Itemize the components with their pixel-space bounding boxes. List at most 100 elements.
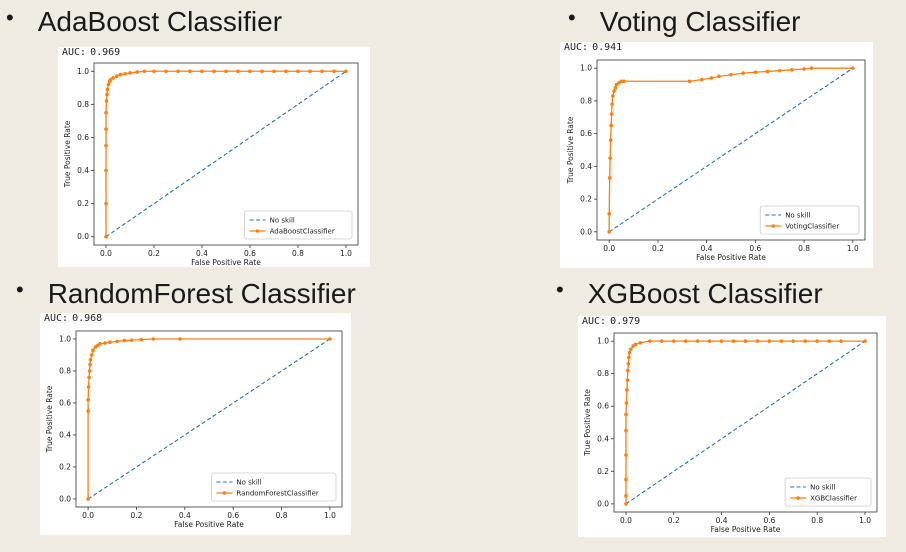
x-tick-label: 1.0	[324, 511, 336, 520]
roc-point	[809, 66, 814, 70]
roc-point	[624, 493, 628, 498]
auc-prefix: AUC:	[564, 42, 589, 53]
x-tick-label: 0.2	[148, 249, 160, 258]
roc-point	[89, 353, 94, 357]
roc-point	[627, 350, 632, 355]
x-tick-label: 0.8	[811, 516, 823, 525]
y-tick-label: 0.2	[59, 463, 71, 472]
legend-entry: XGBClassifier	[810, 495, 857, 503]
roc-point	[87, 375, 91, 380]
legend-entry: VotingClassifier	[785, 223, 839, 231]
roc-point	[765, 69, 770, 74]
legend-entry: AdaBoostClassifier	[270, 228, 335, 236]
y-tick-label: 0.4	[597, 434, 609, 443]
roc-point	[224, 69, 228, 74]
roc-point	[612, 89, 616, 93]
roc-point	[671, 339, 676, 343]
x-tick-label: 0.4	[196, 249, 208, 258]
roc-point	[624, 453, 628, 457]
roc-point	[176, 69, 180, 74]
x-tick-label: 0.4	[716, 516, 728, 525]
classifier-series	[607, 66, 855, 234]
legend-swatch-marker	[771, 224, 775, 228]
y-tick-label: 0.2	[77, 199, 89, 208]
bullet-icon: •	[16, 277, 24, 302]
y-tick-label: 0.4	[580, 162, 592, 171]
roc-point	[139, 337, 144, 342]
x-tick-label: 0.8	[292, 249, 304, 258]
roc-point	[104, 110, 108, 115]
x-tick-label: 0.8	[276, 511, 288, 520]
no-skill-series	[608, 67, 854, 233]
roc-point	[827, 339, 831, 343]
legend: No skill RandomForestClassifier	[210, 472, 337, 502]
roc-point	[624, 428, 628, 433]
no-skill-line	[608, 67, 854, 233]
roc-point	[608, 156, 612, 160]
auc-value: 0.968	[72, 313, 103, 324]
roc-point	[328, 337, 332, 341]
legend-swatch-marker	[222, 491, 227, 495]
roc-point	[104, 99, 109, 103]
x-tick-label: 0.4	[701, 244, 713, 253]
y-tick-label: 0.0	[77, 232, 89, 241]
heading-xgboost: • XGBoost Classifier	[556, 277, 823, 310]
roc-point	[128, 71, 132, 75]
x-axis-label: False Positive Rate	[191, 258, 261, 267]
roc-point	[272, 69, 276, 74]
y-tick-label: 0.0	[580, 227, 592, 236]
auc-value: 0.979	[610, 316, 641, 327]
y-tick-label: 0.2	[580, 195, 592, 204]
legend-box	[244, 210, 353, 240]
y-tick-label: 1.0	[59, 335, 71, 344]
plot-frame	[613, 332, 878, 513]
no-skill-line	[625, 340, 866, 505]
legend-box	[784, 477, 872, 507]
x-axis-label: False Positive Rate	[696, 253, 766, 262]
roc-point	[625, 378, 630, 382]
roc-point	[106, 82, 111, 87]
roc-point	[308, 69, 312, 74]
roc-point	[104, 234, 108, 239]
legend-swatch-marker	[255, 229, 260, 233]
roc-point	[625, 388, 629, 392]
auc-prefix: AUC:	[44, 313, 69, 324]
roc-point	[296, 69, 300, 74]
x-tick-label: 0.0	[82, 511, 94, 520]
roc-point	[104, 168, 108, 173]
roc-point	[767, 339, 772, 343]
legend-entry: RandomForestClassifier	[236, 490, 319, 498]
roc-point	[717, 74, 721, 79]
roc-point	[122, 338, 127, 343]
y-tick-label: 0.4	[77, 166, 89, 175]
roc-point	[103, 341, 107, 345]
y-tick-label: 0.4	[59, 431, 71, 440]
roc-point	[260, 69, 264, 74]
y-tick-label: 0.6	[597, 402, 609, 411]
roc-point	[851, 66, 855, 70]
bullet-icon: •	[568, 5, 576, 30]
x-tick-label: 0.2	[668, 516, 680, 525]
y-tick-label: 0.6	[580, 129, 592, 138]
roc-point	[731, 339, 736, 343]
roc-point	[108, 340, 112, 344]
roc-point	[719, 339, 724, 343]
roc-point	[660, 339, 664, 343]
roc-point	[610, 102, 614, 106]
roc-point	[802, 67, 806, 71]
roc-point	[683, 339, 688, 343]
bullet-icon: •	[556, 277, 564, 302]
roc-point	[624, 401, 629, 405]
roc-point	[695, 339, 700, 343]
roc-point	[164, 69, 168, 74]
x-tick-label: 1.0	[340, 249, 352, 258]
roc-point	[111, 76, 115, 80]
roc-point	[729, 72, 733, 77]
y-axis-label: True Positive Rate	[45, 385, 54, 453]
roc-point	[88, 358, 93, 362]
heading-randomforest: • RandomForest Classifier	[16, 277, 356, 310]
roc-point	[200, 69, 204, 74]
roc-point	[608, 138, 613, 142]
roc-point	[344, 69, 348, 74]
x-tick-label: 0.4	[179, 511, 191, 520]
